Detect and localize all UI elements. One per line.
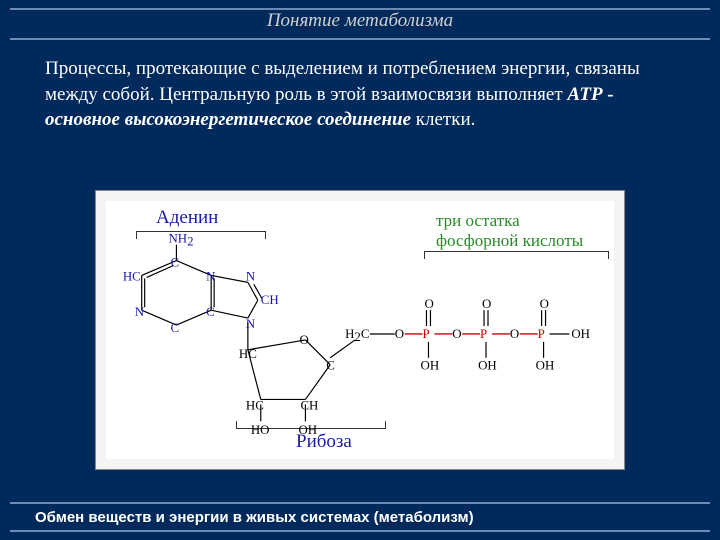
atom-h2c: H2C bbox=[345, 327, 369, 344]
atom-p3: P bbox=[538, 327, 545, 341]
ch2-link: H2C bbox=[330, 327, 395, 358]
atom-ch-r2: CH bbox=[300, 398, 318, 412]
atp-diagram: Аденин три остатка фосфорной кислоты Риб… bbox=[95, 190, 625, 470]
ribose-ring: HC O C CH HC HO OH bbox=[239, 333, 335, 437]
atom-oh-p2: OH bbox=[478, 359, 497, 373]
atom-hc: HC bbox=[123, 269, 141, 283]
atom-o-br1: O bbox=[452, 327, 461, 341]
atom-ch: CH bbox=[261, 293, 279, 307]
rule-bottom-2 bbox=[10, 530, 710, 532]
atom-p2: P bbox=[480, 327, 487, 341]
page-subtitle: Понятие метаболизма bbox=[267, 10, 453, 31]
atom-o-p2top: O bbox=[482, 297, 491, 311]
adenine-ring: NH2 C N C C N HC bbox=[123, 232, 216, 335]
molecule-svg: NH2 C N C C N HC N CH N bbox=[106, 201, 614, 459]
para-text-3: клетки. bbox=[411, 109, 475, 130]
atom-oh2: OH bbox=[298, 423, 317, 437]
atom-oh-p3: OH bbox=[536, 359, 555, 373]
atom-nh2: NH2 bbox=[168, 232, 193, 249]
atom-c2: C bbox=[206, 305, 215, 319]
atom-n2: N bbox=[135, 305, 145, 319]
atom-p1: P bbox=[423, 327, 430, 341]
atom-o-p1top: O bbox=[425, 297, 434, 311]
footer-text: Обмен веществ и энергии в живых системах… bbox=[35, 509, 474, 526]
diagram-canvas: Аденин три остатка фосфорной кислоты Риб… bbox=[106, 201, 614, 459]
para-text-1: Процессы, протекающие с выделением и пот… bbox=[45, 58, 640, 105]
atom-hc-r1: HC bbox=[239, 347, 257, 361]
atom-c3: C bbox=[170, 321, 179, 335]
atom-c1: C bbox=[170, 255, 179, 269]
atom-o-p3top: O bbox=[540, 297, 549, 311]
atom-oh-p1: OH bbox=[421, 359, 440, 373]
atom-o-p1a: O bbox=[395, 327, 404, 341]
atom-ho1: HO bbox=[251, 423, 270, 437]
atom-n3: N bbox=[246, 269, 256, 283]
rule-bottom-1 bbox=[10, 502, 710, 504]
atom-o-br2: O bbox=[510, 327, 519, 341]
body-paragraph: Процессы, протекающие с выделением и пот… bbox=[45, 56, 680, 133]
atom-o-ring: O bbox=[299, 333, 308, 347]
atom-oh-end: OH bbox=[571, 327, 590, 341]
phosphate-chain: O P O OH O P O OH O bbox=[395, 297, 590, 373]
atom-c4: C bbox=[326, 359, 335, 373]
imidazole-ring: N CH N bbox=[211, 269, 279, 331]
header: Понятие метаболизма bbox=[0, 10, 720, 32]
rule-top-2 bbox=[10, 38, 710, 40]
